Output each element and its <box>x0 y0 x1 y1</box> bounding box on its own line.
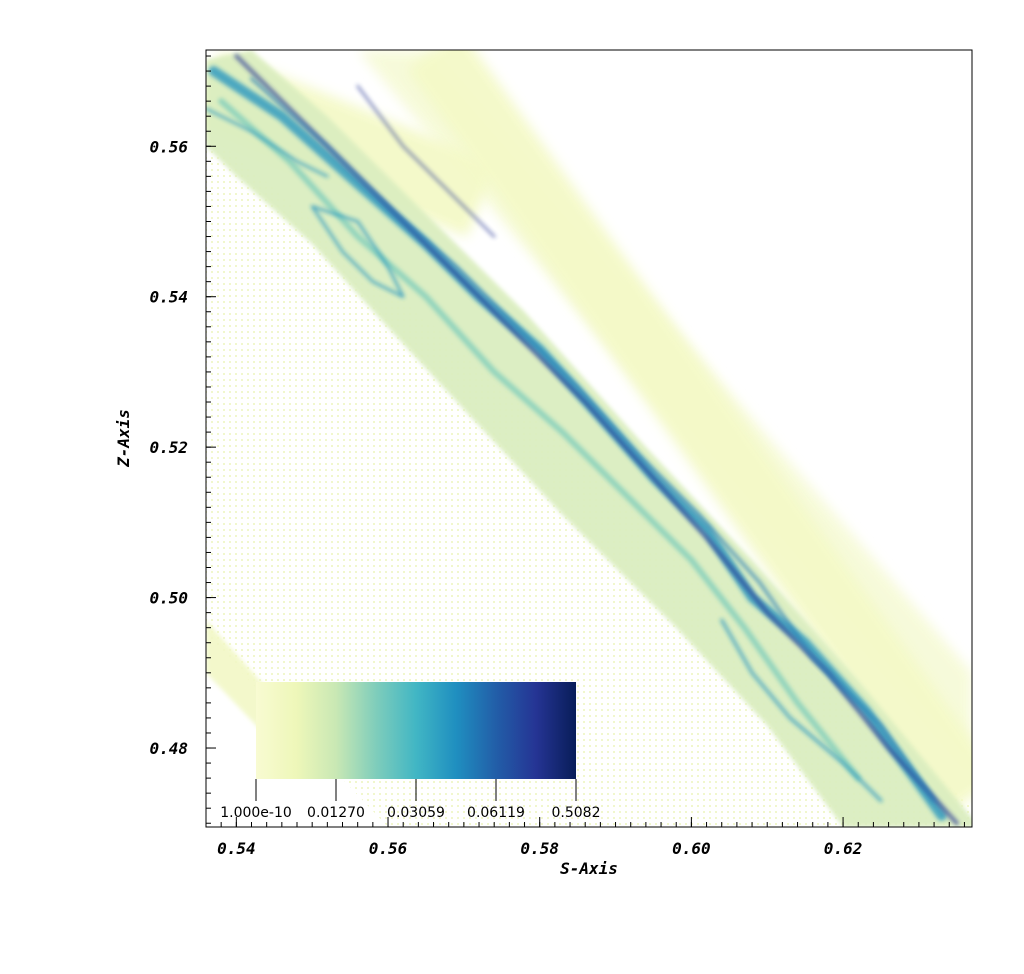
colorbar-tick-label: 1.000e-10 <box>220 805 292 821</box>
upper-pale-band <box>357 50 972 779</box>
heatmap-field <box>206 50 972 827</box>
x-tick-label: 0.62 <box>824 839 863 858</box>
colorbar-ticks: 1.000e-10 0.01270 0.03059 0.06119 0.5082 <box>220 779 601 821</box>
y-axis-title: Z-Axis <box>114 409 133 468</box>
y-tick-label: 0.50 <box>149 589 188 608</box>
stream-filament <box>720 618 883 803</box>
plot-frame <box>205 49 973 828</box>
y-tick-label: 0.48 <box>149 739 188 758</box>
axis-ticks: 0.54 0.56 0.58 0.60 0.62 0.48 0.50 0.52 0.54 0.56 <box>149 55 965 858</box>
stream-filament <box>206 107 329 178</box>
x-tick-label: 0.56 <box>369 839 408 858</box>
colorbar-gradient <box>256 682 576 779</box>
colorbar-tick-label: 0.01270 <box>307 805 365 821</box>
colorbar: 1.000e-10 0.01270 0.03059 0.06119 0.5082 <box>220 682 601 821</box>
y-tick-label: 0.52 <box>149 438 188 457</box>
pale-band-2 <box>406 50 972 817</box>
stream-filament <box>250 77 936 803</box>
x-axis-title: S-Axis <box>560 859 618 878</box>
x-tick-label: 0.58 <box>520 839 559 858</box>
stream-filament <box>218 98 862 782</box>
stream-filament <box>356 84 496 238</box>
x-tick-label: 0.54 <box>217 839 256 858</box>
x-tick-label: 0.60 <box>672 839 711 858</box>
colorbar-tick-label: 0.06119 <box>467 805 525 821</box>
colorbar-tick-label: 0.03059 <box>387 805 445 821</box>
y-tick-label: 0.56 <box>149 137 188 156</box>
y-tick-label: 0.54 <box>149 288 188 307</box>
stream-body <box>206 50 972 827</box>
stream-filament <box>310 205 405 298</box>
colorbar-tick-label: 0.5082 <box>552 805 601 821</box>
